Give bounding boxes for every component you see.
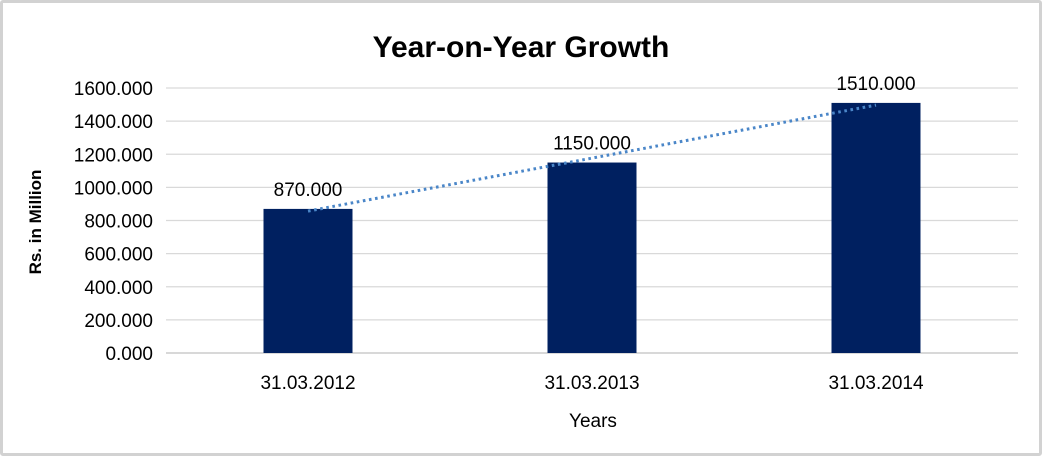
x-tick-label: 31.03.2012 (260, 373, 355, 394)
bars-layer (263, 102, 921, 353)
y-tick-label: 0.000 (105, 344, 153, 365)
y-tick-label: 1600.000 (74, 79, 153, 100)
x-tick-label: 31.03.2014 (828, 373, 924, 394)
y-tick-label: 1400.000 (74, 112, 153, 133)
y-tick-label: 800.000 (84, 212, 153, 233)
data-label: 870.000 (274, 180, 343, 201)
plot-svg: 0.000 200.000 400.000 600.000 800.000 1000.00… (26, 31, 1018, 432)
data-label: 1510.000 (836, 74, 915, 95)
y-axis-title: Rs. in Million (26, 170, 45, 275)
chart-title: Year-on-Year Growth (373, 31, 670, 64)
bar (547, 162, 637, 353)
y-tick-label: 600.000 (84, 245, 153, 266)
data-label: 1150.000 (553, 134, 631, 155)
labels-layer: 0.000 200.000 400.000 600.000 800.000 1000.00… (74, 74, 924, 394)
x-axis-title: Years (569, 411, 617, 432)
y-tick-label: 1200.000 (74, 145, 153, 166)
bar (263, 208, 353, 353)
x-tick-label: 31.03.2013 (544, 373, 639, 394)
y-tick-label: 400.000 (84, 278, 153, 299)
y-tick-label: 200.000 (84, 311, 153, 332)
bar (831, 102, 921, 353)
y-tick-label: 1000.000 (74, 178, 153, 199)
